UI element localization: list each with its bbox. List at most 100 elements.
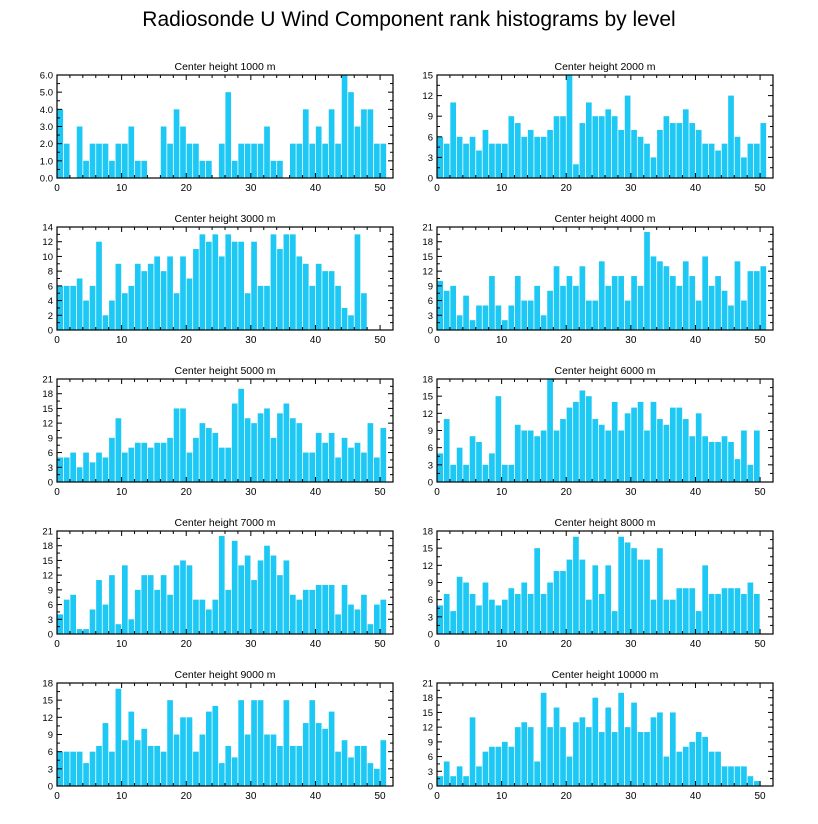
bar [502, 741, 508, 786]
bar [650, 717, 657, 786]
bar [83, 300, 89, 330]
bar [167, 700, 173, 786]
bar [521, 136, 528, 178]
panel-8: Center height 8000 m 0 10 20 30 40 50 0 3 6 9 12 15 1… [422, 517, 774, 650]
bar [618, 692, 624, 786]
bar [476, 766, 482, 786]
bar [456, 576, 463, 634]
bar [238, 388, 244, 482]
bar [212, 432, 219, 482]
y-tick-label: 12 [422, 267, 433, 278]
bar [579, 266, 586, 330]
y-tick-label: 3 [428, 311, 433, 322]
bar [573, 722, 579, 786]
y-tick-label: 6 [48, 281, 53, 292]
bar [186, 717, 193, 786]
bar [199, 160, 206, 178]
bar [702, 436, 708, 482]
panel-4: Center height 4000 m 0 10 20 30 40 50 0 3 6 9 12 15 1… [422, 213, 774, 346]
bar [374, 143, 380, 178]
bar [637, 136, 644, 178]
bar [225, 234, 232, 330]
bar [328, 711, 335, 786]
bar [57, 285, 64, 330]
bar [618, 129, 624, 178]
y-tick-label: 6 [48, 747, 53, 758]
bar [115, 263, 122, 330]
y-tick-label: 3 [428, 460, 433, 471]
bar [502, 143, 508, 178]
bar [508, 305, 515, 330]
x-tick-label: 30 [245, 639, 257, 650]
bar [290, 745, 296, 786]
bar [553, 430, 560, 482]
bar [605, 285, 612, 330]
bar [605, 707, 612, 786]
bar [115, 418, 122, 482]
bar [134, 263, 141, 330]
bar [695, 129, 702, 178]
bar [374, 768, 380, 786]
bar [134, 740, 141, 786]
bar [663, 266, 670, 330]
bar [695, 732, 702, 786]
bar [244, 418, 251, 482]
bar [508, 464, 515, 482]
bar [514, 424, 521, 482]
bar [631, 129, 637, 178]
bar [212, 234, 219, 330]
bar [502, 599, 508, 634]
bar [463, 143, 469, 178]
bar [443, 290, 450, 330]
bar [663, 756, 670, 786]
x-tick-label: 0 [434, 183, 440, 194]
bar [689, 741, 696, 786]
bar [173, 565, 180, 634]
bar [547, 379, 553, 482]
x-tick-label: 50 [755, 791, 767, 802]
x-tick-label: 20 [561, 335, 573, 346]
bar [231, 160, 238, 178]
y-tick-label: 21 [42, 375, 53, 386]
bar [341, 584, 348, 634]
y-tick-label: 12 [422, 723, 433, 734]
x-tick-label: 30 [625, 639, 637, 650]
bar [586, 300, 592, 330]
bar [109, 160, 115, 178]
bar [534, 136, 540, 178]
bar [611, 401, 618, 482]
bar [721, 290, 728, 330]
bar [264, 545, 270, 634]
bar [212, 599, 219, 634]
x-tick-label: 40 [690, 183, 702, 194]
bar [380, 599, 387, 634]
bar [573, 401, 579, 482]
bar [283, 560, 290, 634]
y-tick-label: 15 [422, 392, 433, 403]
bar [251, 423, 257, 482]
bar [296, 423, 303, 482]
bar [657, 261, 663, 330]
x-tick-label: 20 [181, 183, 193, 194]
bar [754, 593, 760, 634]
bar [514, 593, 521, 634]
bar [173, 734, 180, 786]
bar [437, 776, 444, 786]
bar [186, 143, 193, 178]
bar [689, 436, 696, 482]
bar [89, 285, 96, 330]
bar [96, 241, 102, 330]
bar [367, 763, 374, 786]
bar [102, 315, 109, 330]
bar [650, 256, 657, 330]
bar [167, 594, 173, 634]
bar [456, 447, 463, 482]
bar [741, 157, 747, 178]
bar [586, 727, 592, 786]
bar [754, 430, 760, 482]
bar [514, 727, 521, 786]
y-tick-label: 3 [428, 767, 433, 778]
bar [341, 740, 348, 786]
bar [734, 588, 741, 634]
